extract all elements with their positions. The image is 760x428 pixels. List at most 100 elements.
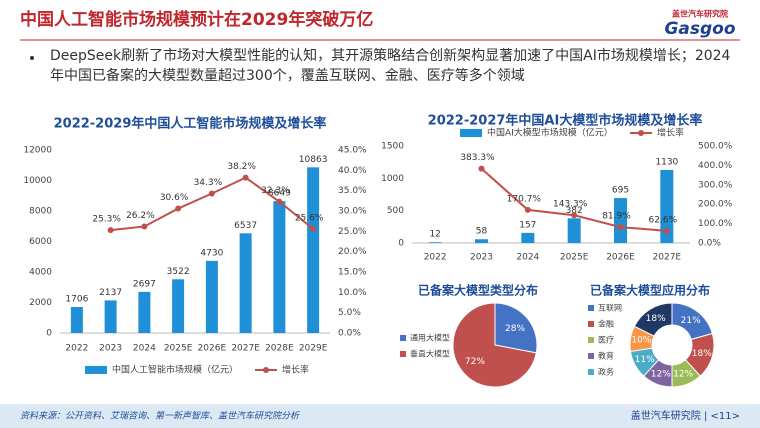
legend-swatch [588, 369, 594, 375]
legend-marker [638, 130, 644, 136]
bar-label: 8649 [268, 189, 291, 199]
legend-label: 互联网 [598, 304, 622, 313]
y-tick-label: 2000 [29, 298, 52, 308]
legend-swatch [588, 321, 594, 327]
y-tick-label: 10000 [23, 176, 52, 186]
x-tick-label: 2025E [164, 344, 193, 354]
slice-label: 18% [646, 314, 666, 324]
chart-title: 已备案大模型类型分布 [418, 283, 538, 298]
legend-label: 垂直大模型 [410, 349, 450, 359]
y2-tick-label: 5.0% [338, 308, 361, 318]
footer-band [0, 404, 760, 428]
charts: 2022-2029年中国人工智能市场规模及增长率 0 2000 4000 6000 800… [23, 113, 733, 388]
y-tick-label: 4000 [29, 268, 52, 278]
bar [567, 218, 581, 243]
bar-label: 2137 [99, 288, 122, 298]
bar [138, 291, 151, 333]
x-tick-label: 2022 [424, 253, 447, 263]
bar-label: 10863 [299, 155, 328, 165]
line-label: 26.2% [126, 211, 155, 221]
y2-tick-label: 35.0% [338, 186, 367, 196]
bar-label: 58 [476, 227, 488, 237]
bullet-text: DeepSeek刷新了市场对大模型性能的认知，其开源策略结合创新架构显著加速了中… [50, 48, 731, 84]
chart-title: 2022-2027年中国AI大模型市场规模及增长率 [428, 113, 703, 129]
bar-label: 1706 [65, 294, 88, 304]
y-tick-label: 0 [398, 239, 404, 249]
line-label: 170.7% [507, 194, 542, 204]
line-label: 30.6% [160, 193, 189, 203]
bar [70, 306, 83, 333]
legend-swatch [588, 305, 594, 311]
legend-label: 中国人工智能市场规模（亿元） [112, 364, 238, 376]
legend-label: 政务 [598, 367, 614, 377]
legend-label: 金融 [598, 319, 614, 329]
footer-page: 盖世汽车研究院 | <11> [631, 409, 740, 422]
slice-label: 10% [631, 336, 651, 346]
slice [633, 302, 673, 337]
line-point [663, 227, 670, 234]
slice-label: 12% [673, 369, 693, 379]
line-label: 25.6% [295, 213, 324, 223]
bar-label: 4730 [200, 248, 223, 258]
x-tick-label: 2028E [265, 344, 294, 354]
y2-tick-label: 100.0% [698, 219, 733, 229]
bar-label: 12 [429, 230, 440, 240]
y-tick-label: 8000 [29, 207, 52, 217]
y2-tick-label: 400.0% [698, 161, 733, 171]
legend-label: 增长率 [282, 364, 309, 376]
line-label: 143.3% [553, 200, 588, 210]
x-tick-label: 2026E [606, 253, 635, 263]
logo-en: Gasgoo [664, 19, 735, 39]
bar-label: 1130 [655, 157, 678, 167]
line-point [242, 174, 249, 181]
line-point [478, 165, 485, 172]
y2-tick-label: 25.0% [338, 227, 367, 237]
slice-label: 12% [651, 369, 671, 379]
bar-label: 3522 [167, 267, 190, 277]
x-tick-label: 2022 [65, 344, 88, 354]
logo-cn: 盖世汽车研究院 [672, 9, 728, 19]
legend-label: 增长率 [657, 127, 684, 139]
x-tick-label: 2027E [653, 253, 682, 263]
x-tick-label: 2027E [231, 344, 260, 354]
y-tick-label: 12000 [23, 146, 52, 156]
slice-label: 28% [505, 324, 525, 334]
line-label: 383.3% [460, 153, 495, 163]
x-tick-label: 2029E [299, 344, 328, 354]
legend-label: 通用大模型 [410, 333, 450, 343]
legend-swatch [400, 335, 406, 341]
chart-title: 2022-2029年中国人工智能市场规模及增长率 [54, 116, 327, 132]
line-label: 38.2% [227, 162, 256, 172]
bar-label: 157 [519, 220, 536, 230]
legend-swatch [400, 351, 406, 357]
bar [205, 260, 218, 333]
slice [494, 302, 538, 354]
bar-label: 382 [566, 206, 583, 216]
y2-tick-label: 45.0% [338, 146, 367, 156]
slice-label: 21% [681, 316, 701, 326]
line-point [141, 223, 148, 230]
legend-swatch [588, 353, 594, 359]
bar [104, 300, 117, 333]
bar [521, 232, 535, 243]
chart-title: 已备案大模型应用分布 [590, 283, 710, 298]
bar [475, 239, 488, 243]
legend-swatch [85, 366, 107, 374]
x-tick-label: 2026E [198, 344, 227, 354]
legend-label: 中国AI大模型市场规模（亿元） [487, 127, 613, 139]
x-tick-label: 2025E [560, 253, 589, 263]
legend-label: 医疗 [598, 335, 614, 345]
bar [273, 201, 286, 333]
y2-tick-label: 40.0% [338, 166, 367, 176]
line-label: 32.3% [261, 186, 290, 196]
y-tick-label: 1500 [381, 142, 404, 152]
bar-label: 2697 [133, 279, 156, 289]
line-point [276, 198, 283, 205]
line-point [107, 227, 114, 234]
legend-label: 教育 [598, 351, 614, 361]
x-tick-label: 2023 [99, 344, 122, 354]
y2-tick-label: 15.0% [338, 268, 367, 278]
footer-source: 资料来源：公开资料、艾瑞咨询、第一新声智库、盖世汽车研究院分析 [20, 411, 300, 422]
slice-label: 18% [692, 349, 712, 359]
